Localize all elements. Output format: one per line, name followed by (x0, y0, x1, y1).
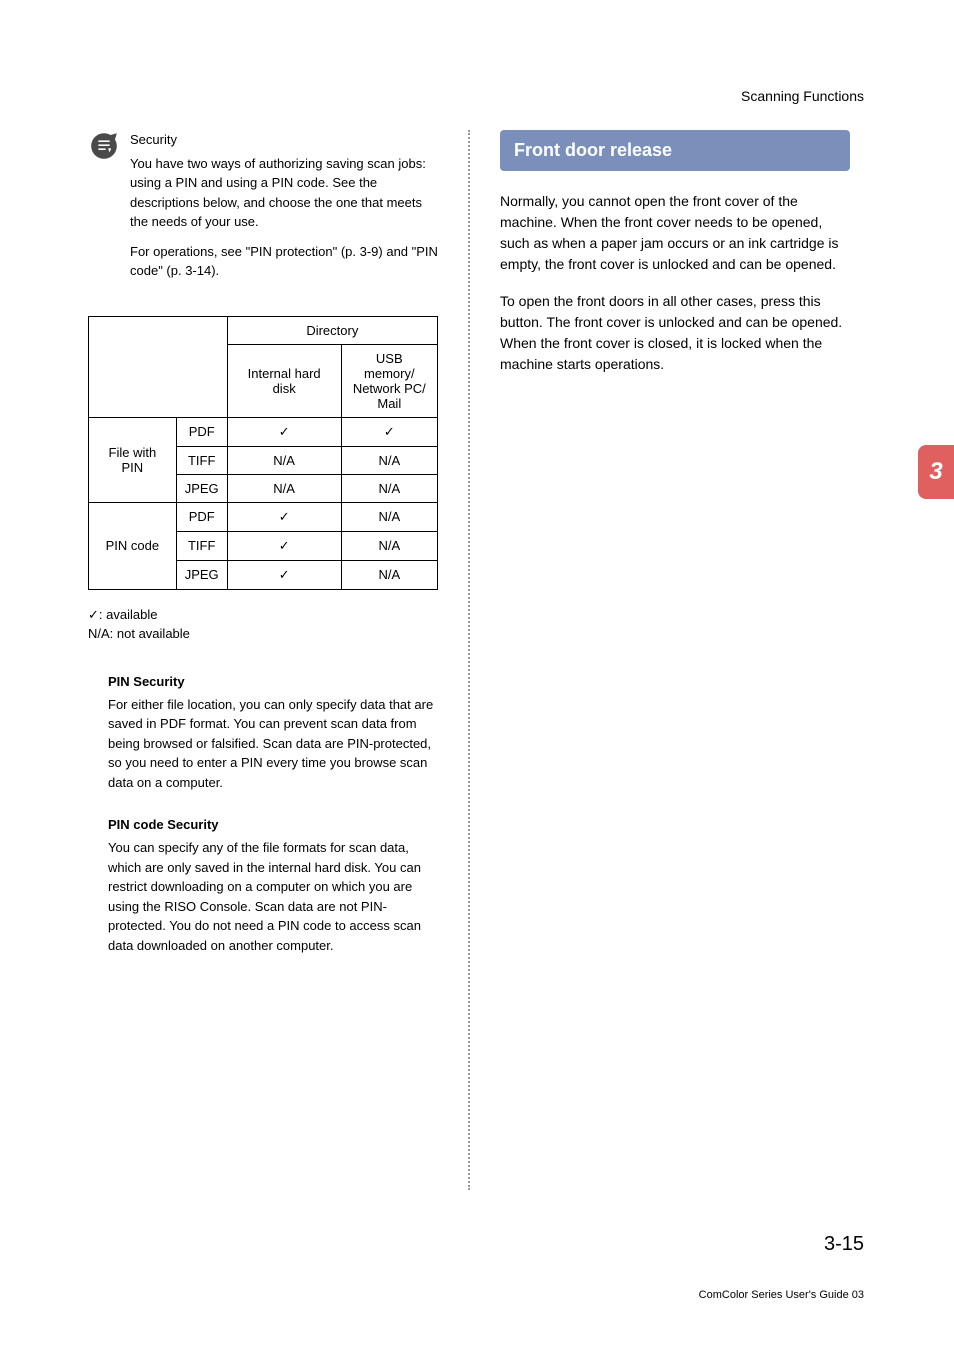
table-cell: N/A (341, 446, 437, 474)
table-cell: N/A (341, 502, 437, 531)
security-table: Directory Internal hard disk USB memory/… (88, 316, 438, 590)
pin-code-security-body: You can specify any of the file formats … (108, 838, 438, 955)
table-cell: N/A (341, 560, 437, 589)
table-cell: ✓ (227, 417, 341, 446)
table-cell: N/A (227, 474, 341, 502)
note-text: Security You have two ways of authorizin… (130, 130, 438, 291)
table-fmt: TIFF (176, 446, 227, 474)
note-icon (88, 130, 120, 162)
table-empty-header (89, 316, 228, 417)
column-divider (468, 130, 470, 1190)
pin-security-body: For either file location, you can only s… (108, 695, 438, 793)
pin-security-heading: PIN Security (108, 674, 438, 689)
table-directory-header: Directory (227, 316, 437, 344)
table-cell: N/A (341, 531, 437, 560)
legend-available: ✓: available (88, 605, 438, 625)
note-block: Security You have two ways of authorizin… (88, 130, 438, 291)
table-cell: N/A (341, 474, 437, 502)
note-title: Security (130, 130, 438, 150)
front-door-para2: To open the front doors in all other cas… (500, 291, 850, 375)
table-fmt: JPEG (176, 560, 227, 589)
note-para2: For operations, see "PIN protection" (p.… (130, 242, 438, 281)
table-rowgroup-pincode: PIN code (89, 502, 177, 589)
table-cell: N/A (227, 446, 341, 474)
front-door-para1: Normally, you cannot open the front cove… (500, 191, 850, 275)
section-header: Scanning Functions (741, 88, 864, 104)
table-cell: ✓ (341, 417, 437, 446)
table-cell: ✓ (227, 502, 341, 531)
table-rowgroup-filepin: File with PIN (89, 417, 177, 502)
table-cell: ✓ (227, 531, 341, 560)
table-fmt: PDF (176, 417, 227, 446)
table-cell: ✓ (227, 560, 341, 589)
front-door-heading: Front door release (500, 130, 850, 171)
table-fmt: TIFF (176, 531, 227, 560)
table-legend: ✓: available N/A: not available (88, 605, 438, 644)
page-number: 3-15 (824, 1233, 864, 1256)
table-fmt: PDF (176, 502, 227, 531)
pin-security-section: PIN Security For either file location, y… (88, 674, 438, 793)
pin-code-security-heading: PIN code Security (108, 817, 438, 832)
chapter-tab: 3 (918, 445, 954, 499)
note-para1: You have two ways of authorizing saving … (130, 154, 438, 232)
left-column: Security You have two ways of authorizin… (88, 130, 458, 1190)
table-col-usb: USB memory/ Network PC/ Mail (341, 344, 437, 417)
footer-text: ComColor Series User's Guide 03 (699, 1289, 864, 1301)
legend-na: N/A: not available (88, 624, 438, 644)
pin-code-security-section: PIN code Security You can specify any of… (88, 817, 438, 955)
right-column: Front door release Normally, you cannot … (480, 130, 850, 1190)
table-col-internal: Internal hard disk (227, 344, 341, 417)
main-content: Security You have two ways of authorizin… (88, 130, 868, 1190)
table-fmt: JPEG (176, 474, 227, 502)
